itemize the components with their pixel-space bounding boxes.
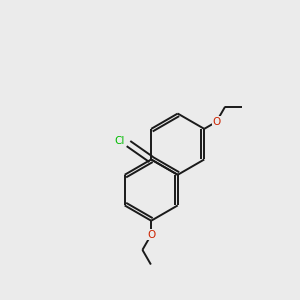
Text: Cl: Cl	[114, 136, 124, 146]
Text: O: O	[212, 117, 220, 127]
Text: O: O	[147, 230, 155, 240]
